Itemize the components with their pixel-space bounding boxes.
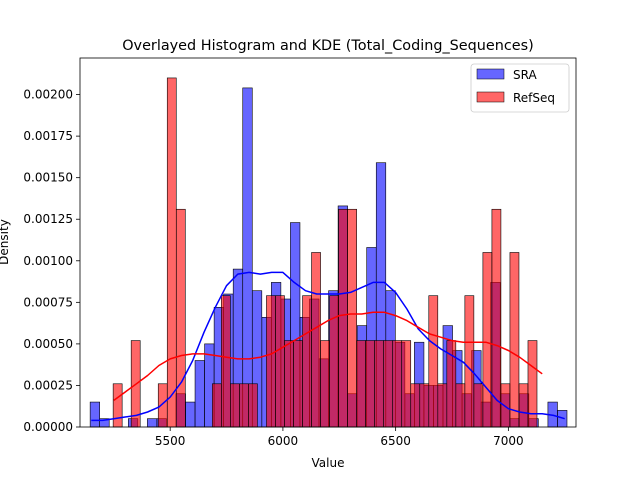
histogram-bar-refseq (500, 383, 511, 428)
histogram-bar-sra (185, 401, 196, 428)
histogram-bar-refseq (509, 252, 520, 428)
kde-lines (91, 271, 565, 422)
histogram-bar-refseq (455, 383, 466, 428)
histogram-bar-sra (147, 418, 158, 428)
histogram-bar-refseq (392, 340, 403, 428)
histogram-bar-refseq (157, 383, 168, 428)
histogram-bar-sra (89, 401, 100, 428)
x-tick-label: 6000 (268, 434, 299, 448)
histogram-bar-refseq (166, 77, 177, 428)
histogram-bar-refseq (437, 383, 448, 428)
y-tick-label: 0.00100 (23, 254, 73, 268)
x-tick-label: 7000 (493, 434, 524, 448)
histogram-bar-sra (242, 87, 253, 428)
y-tick-label: 0.00150 (23, 171, 73, 185)
y-tick-label: 0.00050 (23, 337, 73, 351)
histogram-bar-refseq (320, 340, 330, 428)
histogram-bar-refseq (302, 295, 312, 428)
x-axis-label: Value (312, 456, 345, 470)
histogram-bar-refseq (491, 208, 502, 428)
histogram-bar-refseq (266, 295, 276, 428)
histogram-bar-refseq (374, 340, 384, 428)
histogram-bar-refseq (112, 383, 123, 428)
histogram-bar-refseq (230, 383, 240, 428)
y-tick-label: 0.00075 (23, 295, 73, 309)
legend: SRA RefSeq (470, 63, 570, 113)
histogram-bar-refseq (221, 295, 231, 428)
histogram-bar-refseq (275, 295, 285, 428)
legend-swatch-sra (476, 68, 505, 80)
histogram-bar-refseq (212, 383, 222, 428)
x-axis-ticks: 5500 6000 6500 7000 (155, 427, 524, 448)
legend-swatch-refseq (476, 91, 505, 103)
histogram-bar-refseq (284, 340, 294, 428)
histogram-bar-refseq (419, 383, 430, 428)
legend-label-refseq: RefSeq (513, 91, 555, 105)
histogram-bar-refseq (365, 340, 375, 428)
histogram-bar-refseq (248, 383, 258, 428)
x-tick-label: 5500 (155, 434, 186, 448)
histogram-bar-refseq (410, 383, 421, 428)
histogram-bar-refseq (428, 295, 439, 428)
histogram-bar-refseq (175, 208, 186, 428)
histogram-bar-refseq (356, 340, 366, 428)
histogram-bar-refseq (482, 252, 493, 428)
y-tick-label: 0.00000 (23, 420, 73, 434)
histogram-bar-refseq (473, 383, 484, 428)
histogram-bar-refseq (293, 340, 303, 428)
legend-label-sra: SRA (513, 68, 537, 82)
histogram-bar-refseq (239, 383, 249, 428)
axes-frame (79, 57, 577, 428)
histogram-bar-refseq (518, 383, 529, 428)
y-axis-ticks: 0.00000 0.00025 0.00050 0.00075 0.00100 0.001… (23, 88, 80, 434)
histogram-bar-sra (194, 360, 205, 428)
histogram-bar-refseq (338, 208, 348, 428)
x-tick-label: 6500 (380, 434, 411, 448)
kde-line-refseq (113, 311, 543, 402)
y-tick-label: 0.00200 (23, 88, 73, 102)
y-tick-label: 0.00025 (23, 378, 73, 392)
histogram-bar-refseq (464, 295, 475, 428)
histogram-bar-refseq (311, 252, 321, 428)
kde-line-sra (91, 271, 565, 422)
histogram-bar-refseq (329, 295, 339, 428)
histogram-bar-refseq (383, 340, 394, 428)
y-tick-label: 0.00175 (23, 129, 73, 143)
histogram-bar-refseq (347, 208, 357, 428)
histogram-bar-refseq (401, 340, 412, 428)
y-tick-label: 0.00125 (23, 212, 73, 226)
y-axis-label: Density (0, 219, 11, 265)
chart-title: Overlayed Histogram and KDE (Total_Codin… (122, 38, 534, 54)
